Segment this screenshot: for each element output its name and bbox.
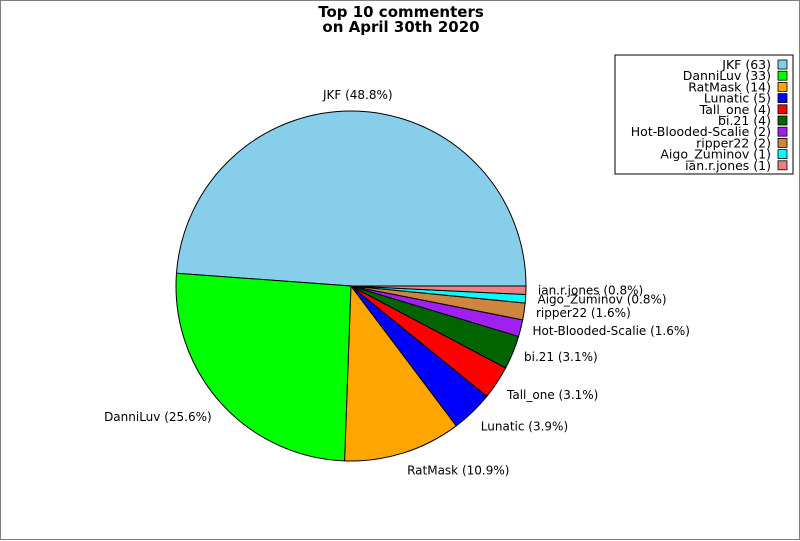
slice-label-ratmask: RatMask (10.9%) — [407, 463, 509, 477]
slice-label-hot-blooded-scalie: Hot-Blooded-Scalie (1.6%) — [533, 324, 690, 338]
legend-swatch-ripper22 — [777, 137, 788, 148]
legend-swatch-danniluv — [777, 70, 788, 81]
legend-label-aigo-zuminov: Aigo_Zuminov (1) — [660, 147, 771, 162]
legend-swatch-hot-blooded-scalie — [777, 126, 788, 137]
chart-title: Top 10 commenters — [318, 3, 484, 21]
slice-label-bi-21: bi.21 (3.1%) — [524, 350, 598, 364]
legend-swatch-jkf — [777, 59, 788, 70]
slice-label-jkf: JKF (48.8%) — [322, 88, 393, 102]
legend-swatch-ian-r-jones — [777, 160, 788, 171]
slice-labels: JKF (48.8%) DanniLuv (25.6%) RatMask (10.9… — [104, 88, 690, 477]
legend-swatch-tall-one — [777, 104, 788, 115]
slice-ian-r-jones — [350, 285, 527, 296]
slice-label-lunatic: Lunatic (3.9%) — [481, 420, 568, 434]
chart-subtitle: on April 30th 2020 — [322, 18, 479, 36]
slice-label-tall-one: Tall_one (3.1%) — [506, 388, 598, 402]
legend-box — [614, 54, 794, 175]
slice-jkf — [175, 110, 527, 287]
legend-swatch-ratmask — [777, 82, 788, 92]
legend-label-ratmask: RatMask (14) — [688, 79, 771, 94]
legend-swatch-aigo-zuminov — [777, 149, 788, 160]
slice-label-ripper22: ripper22 (1.6%) — [536, 306, 631, 320]
slice-ratmask — [344, 284, 457, 462]
legend-label-ripper22: ripper22 (2) — [696, 135, 771, 150]
slice-label-danniluv: DanniLuv (25.6%) — [104, 410, 212, 424]
slice-label-aigo-zuminov: Aigo_Zuminov (0.8%) — [538, 293, 667, 307]
legend-label-lunatic: Lunatic (5) — [704, 91, 771, 106]
slice-label-ian-r-jones: ian.r.jones (0.8%) — [538, 284, 643, 298]
slice-danniluv — [175, 272, 352, 462]
legend-label-tall-one: Tall_one (4) — [699, 102, 771, 117]
legend-swatch-lunatic — [777, 93, 788, 103]
legend-label-danniluv: DanniLuv (33) — [683, 68, 771, 83]
legend-label-hot-blooded-scalie: Hot-Blooded-Scalie (2) — [631, 124, 771, 139]
legend-label-jkf: JKF (63) — [721, 57, 771, 72]
legend-label-bi-21: bi.21 (4) — [718, 113, 771, 128]
legend-swatch-bi-21 — [777, 115, 788, 126]
legend-label-ian-r-jones: ian.r.jones (1) — [685, 158, 771, 173]
pie-slices — [175, 110, 527, 462]
legend: JKF (63)DanniLuv (33)RatMask (14)Lunatic… — [614, 54, 794, 175]
